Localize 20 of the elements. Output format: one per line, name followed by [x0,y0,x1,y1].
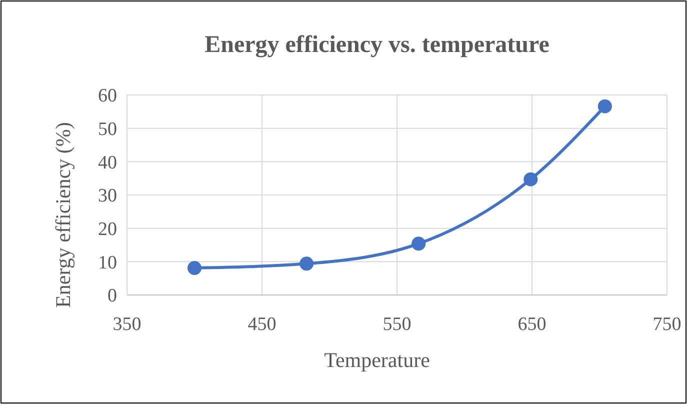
y-tick-label: 20 [98,218,117,240]
y-tick-label: 10 [98,252,117,274]
y-axis-title: Energy efficiency (%) [51,122,75,308]
x-tick-label: 550 [382,314,412,335]
y-tick-label: 60 [98,86,117,107]
point [188,261,202,275]
point [598,99,612,114]
point [300,256,314,271]
x-tick-label: 650 [518,314,546,335]
x-tick-label: 750 [652,314,682,335]
point [524,172,538,186]
y-tick-label: 40 [98,152,117,174]
x-axis-title: Temperature [324,348,430,372]
y-tick-label: 50 [98,118,117,140]
x-tick-label: 450 [248,314,276,335]
y-tick-label: 0 [108,286,117,307]
chart-title: Energy efficiency vs. temperature [204,32,550,58]
y-tick-label: 30 [98,186,117,207]
x-tick-label: 350 [112,314,142,335]
point [412,236,426,251]
